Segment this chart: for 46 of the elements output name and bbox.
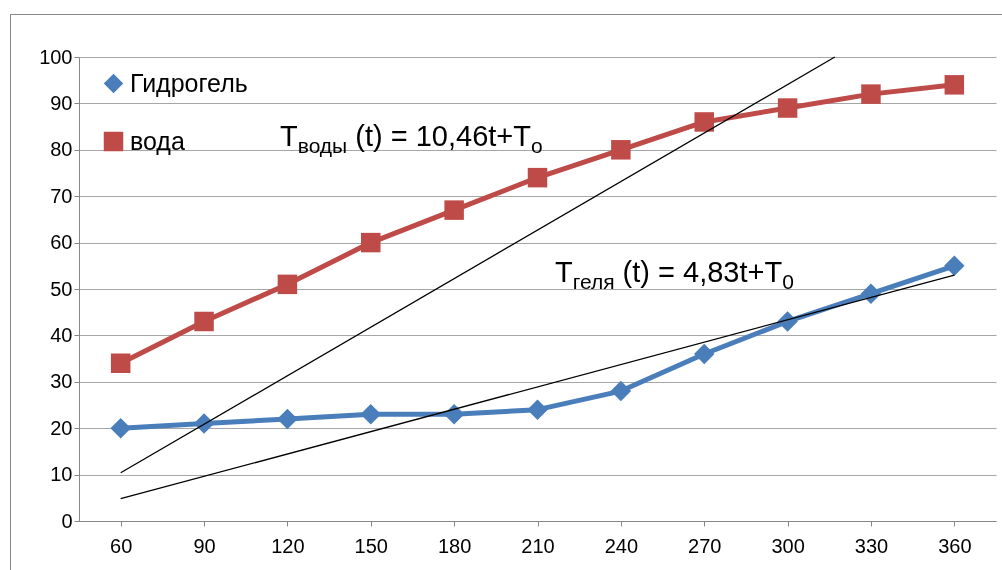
point	[443, 404, 465, 425]
point	[277, 408, 298, 430]
x-tick-label: 120	[271, 534, 305, 557]
point	[694, 112, 714, 132]
point	[944, 75, 965, 95]
point	[693, 343, 715, 365]
x-tick-label: 60	[110, 534, 133, 557]
x-tick-label: 90	[193, 534, 216, 557]
y-tick-label: 30	[50, 370, 73, 393]
x-tick-label: 150	[354, 534, 388, 557]
point	[527, 167, 548, 188]
y-tick-label: 80	[50, 138, 73, 161]
legend-label: вода	[130, 126, 185, 155]
y-tick-label: 10	[50, 463, 73, 486]
point	[861, 84, 881, 104]
point	[444, 200, 464, 220]
x-tick-label: 270	[688, 534, 722, 557]
point	[110, 353, 131, 373]
point	[777, 311, 798, 332]
x-tick-label: 180	[437, 534, 472, 557]
point	[360, 404, 382, 425]
x-tick-label: 300	[771, 534, 805, 557]
point	[611, 140, 631, 160]
x-tick-label: 330	[854, 534, 889, 557]
y-tick-label: 20	[50, 416, 73, 439]
legend-label: Гидрогель	[130, 68, 248, 97]
point	[277, 274, 298, 295]
point	[194, 311, 214, 332]
annotation: T$_{геля}$ (t) = 4,83t+T$_{0}$	[555, 256, 794, 294]
y-tick-label: 40	[50, 323, 73, 346]
point	[110, 417, 131, 439]
y-tick-label: 0	[61, 509, 73, 532]
point	[361, 232, 381, 253]
y-tick-label: 60	[50, 231, 73, 254]
y-tick-label: 70	[50, 184, 73, 207]
x-tick-label: 360	[938, 534, 972, 557]
x-tick-label: 210	[521, 534, 555, 557]
y-tick-label: 100	[39, 45, 73, 68]
point	[527, 399, 548, 420]
annotation: T$_{воды}$ (t) = 10,46t+T$_{o}$	[280, 120, 543, 158]
y-tick-label: 90	[50, 91, 73, 114]
point	[777, 98, 798, 118]
point	[944, 255, 965, 277]
y-tick-label: 50	[50, 277, 73, 300]
x-tick-label: 240	[604, 534, 639, 557]
point	[610, 380, 632, 402]
